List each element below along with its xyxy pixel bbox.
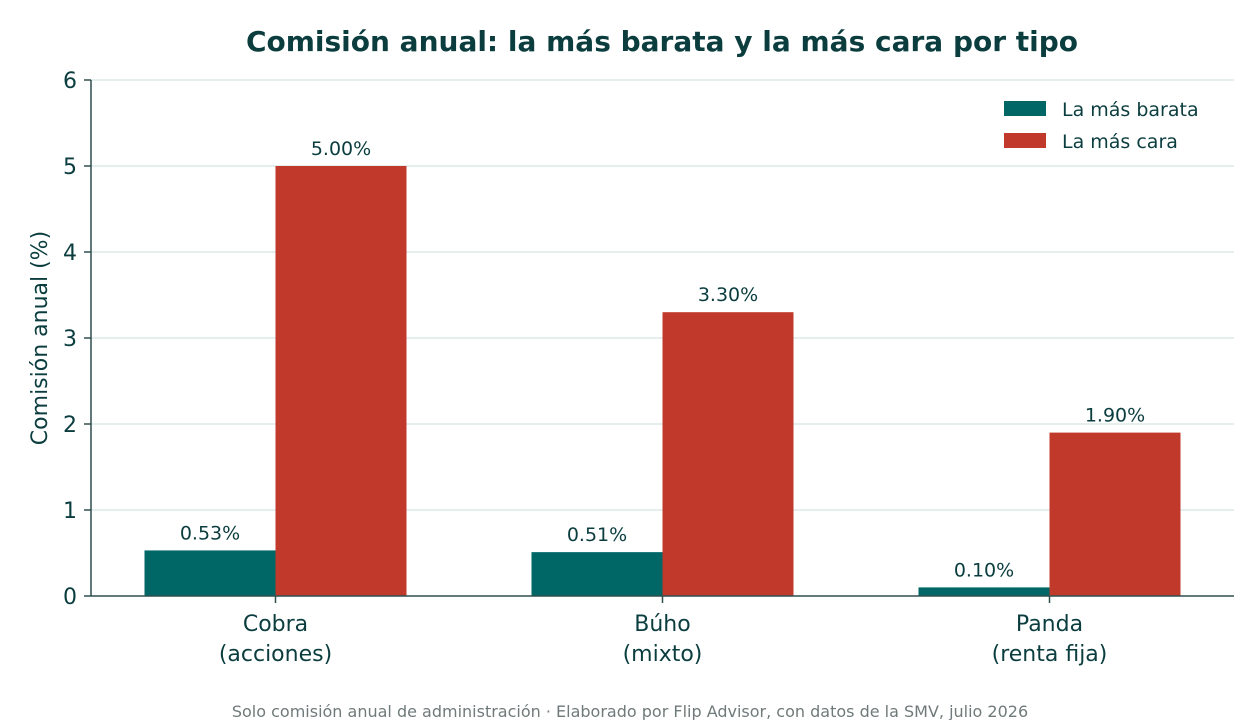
bar-most-expensive — [275, 166, 407, 596]
bar-cheapest — [918, 587, 1050, 596]
y-tick-labels: 0 1 2 3 4 5 6 — [63, 69, 91, 610]
y-tick-label: 3 — [63, 327, 77, 352]
legend-swatch — [1004, 133, 1046, 148]
legend-swatch — [1004, 101, 1046, 116]
y-axis-label: Comisión anual (%) — [28, 231, 53, 445]
y-tick-label: 0 — [63, 585, 77, 610]
bar-cheapest — [144, 550, 276, 596]
bar-value-label: 0.53% — [180, 522, 240, 544]
y-tick-label: 6 — [63, 69, 77, 94]
bar-most-expensive — [1049, 432, 1181, 596]
bar-value-label: 5.00% — [311, 138, 371, 160]
x-tick-label: Búho (mixto) — [623, 612, 703, 667]
y-tick-label: 2 — [63, 413, 77, 438]
source-note: Solo comisión anual de administración · … — [232, 702, 1028, 720]
legend-label: La más cara — [1062, 131, 1178, 153]
bar-value-label: 1.90% — [1085, 405, 1145, 427]
legend: La más barata La más cara — [1004, 99, 1199, 153]
chart-title: Comisión anual: la más barata y la más c… — [246, 25, 1078, 58]
bar-value-label: 0.10% — [954, 559, 1014, 581]
x-tick-label: Cobra (acciones) — [219, 612, 332, 667]
data-labels: 0.53% 0.51% 0.10% 5.00% 3.30% 1.90% — [180, 138, 1145, 581]
legend-label: La más barata — [1062, 99, 1199, 121]
bar-cheapest — [531, 552, 663, 596]
bars — [144, 166, 1181, 596]
bar-value-label: 3.30% — [698, 284, 758, 306]
bar-most-expensive — [662, 312, 794, 596]
y-tick-label: 4 — [63, 241, 77, 266]
y-tick-label: 1 — [63, 499, 77, 524]
x-tick-label: Panda (renta fija) — [992, 612, 1108, 667]
bar-value-label: 0.51% — [567, 524, 627, 546]
x-tick-labels: Cobra (acciones) Búho (mixto) Panda (renta fi… — [219, 596, 1108, 667]
y-tick-label: 5 — [63, 155, 77, 180]
